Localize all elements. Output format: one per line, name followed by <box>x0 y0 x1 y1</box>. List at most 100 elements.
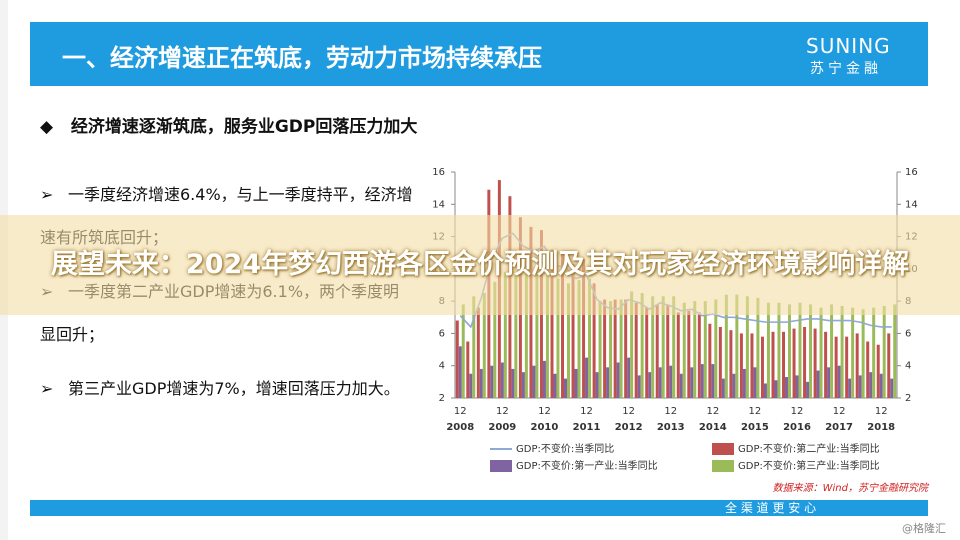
bar <box>524 273 528 398</box>
bar <box>687 310 691 398</box>
y-tick-label: 16 <box>432 167 445 178</box>
bar <box>655 304 659 398</box>
bar <box>742 368 746 398</box>
bar <box>595 372 599 398</box>
bar <box>729 330 733 398</box>
bar <box>690 367 694 398</box>
bar <box>458 346 462 398</box>
bar <box>887 333 891 398</box>
bar <box>679 373 683 398</box>
x-year-label: 2010 <box>531 422 559 433</box>
bar <box>511 368 515 398</box>
bar <box>500 362 504 398</box>
y-tick-label: 2 <box>439 393 445 404</box>
bar <box>890 378 894 398</box>
bar <box>834 336 838 398</box>
bar <box>606 367 610 398</box>
bar <box>556 278 560 398</box>
bar <box>574 368 578 398</box>
bar <box>861 309 865 398</box>
bar <box>739 333 743 398</box>
y-tick-label: 4 <box>439 361 445 372</box>
bar <box>824 331 828 398</box>
bar <box>893 304 897 398</box>
bar <box>792 328 796 398</box>
bar <box>819 307 823 398</box>
bar <box>845 336 849 398</box>
bar <box>809 304 813 398</box>
bar <box>714 299 718 398</box>
y2-tick-label: 16 <box>905 167 918 178</box>
bar <box>616 362 620 398</box>
legend-label: GDP:不变价:当季同比 <box>516 442 614 455</box>
x-tick-label: 12 <box>791 406 804 417</box>
bar <box>648 372 652 398</box>
bar <box>476 307 480 398</box>
bar <box>461 304 465 398</box>
x-year-label: 2009 <box>488 422 516 433</box>
bar <box>609 301 613 398</box>
overlay-title: 展望未来：2024年梦幻西游各区金价预测及其对玩家经济环境影响详解 <box>50 249 910 280</box>
bullet-text: 第三产业GDP增速为7%，增速回落压力加大。 <box>68 379 400 398</box>
bar <box>661 296 665 398</box>
bar <box>774 380 778 398</box>
bar <box>732 373 736 398</box>
bar <box>640 293 644 398</box>
bar <box>630 291 634 398</box>
bar <box>532 365 536 398</box>
bar <box>577 280 581 398</box>
bar <box>682 302 686 398</box>
bar <box>798 302 802 398</box>
bar <box>866 341 870 398</box>
overlay-banner: 展望未来：2024年梦幻西游各区金价预测及其对玩家经济环境影响详解 <box>0 215 960 315</box>
x-year-label: 2014 <box>699 422 727 433</box>
legend-swatch <box>712 460 734 472</box>
bar <box>876 344 880 398</box>
bar <box>545 275 549 398</box>
bar <box>479 368 483 398</box>
y-tick-label: 14 <box>432 199 445 210</box>
bar <box>777 302 781 398</box>
bar <box>782 331 786 398</box>
bar <box>603 299 607 398</box>
bar <box>627 357 631 398</box>
slogan: 全 渠 道 更 安 心 <box>725 501 817 515</box>
x-year-label: 2008 <box>446 422 474 433</box>
y-tick-label: 6 <box>439 328 445 339</box>
header-title: 一、经济增速正在筑底，劳动力市场持续承压 <box>62 44 542 72</box>
legend-label: GDP:不变价:第一产业:当季同比 <box>516 459 658 472</box>
bar <box>724 294 728 398</box>
bar <box>763 383 767 398</box>
bar <box>645 307 649 398</box>
bar <box>535 273 539 398</box>
bar <box>482 293 486 398</box>
bar <box>634 302 638 398</box>
bar <box>637 375 641 398</box>
bar <box>585 357 589 398</box>
bullet: ➢ 第三产业GDP增速为7%，增速回落压力加大。 <box>40 379 400 398</box>
x-tick-label: 12 <box>580 406 593 417</box>
y2-tick-label: 2 <box>905 393 911 404</box>
x-tick-label: 12 <box>538 406 551 417</box>
bar <box>795 375 799 398</box>
x-tick-label: 12 <box>622 406 635 417</box>
bar <box>566 283 570 398</box>
y2-tick-label: 6 <box>905 328 911 339</box>
logo: SUNING <box>806 34 891 58</box>
bar <box>542 360 546 398</box>
bar <box>766 302 770 398</box>
bar <box>872 307 876 398</box>
bar <box>771 331 775 398</box>
bar <box>708 323 712 398</box>
bar <box>718 326 722 398</box>
x-tick-label: 12 <box>875 406 888 417</box>
bar <box>697 312 701 398</box>
bar <box>472 296 476 398</box>
section-heading: ◆ 经济增速逐渐筑底，服务业GDP回落压力加大 <box>40 117 418 137</box>
bar <box>503 272 507 398</box>
bar <box>787 304 791 398</box>
bar <box>837 365 841 398</box>
bar <box>666 304 670 398</box>
bar <box>756 297 760 398</box>
bar <box>700 364 704 398</box>
